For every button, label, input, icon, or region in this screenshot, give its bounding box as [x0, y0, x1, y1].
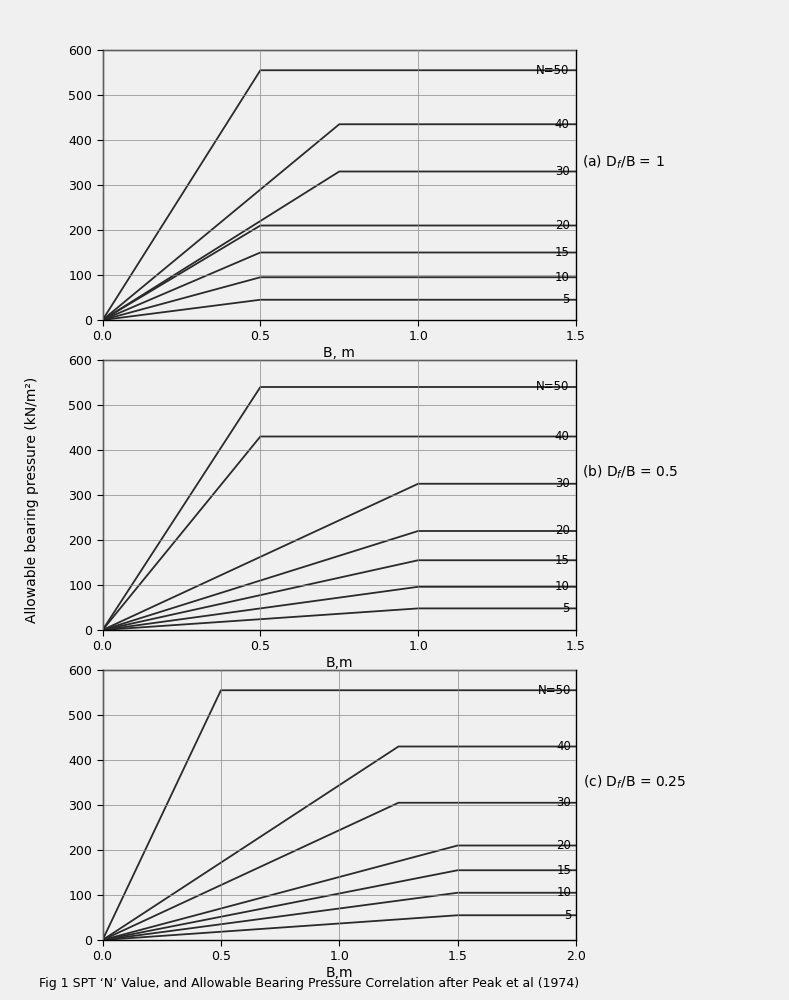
Text: N=50: N=50: [537, 64, 570, 77]
Text: 15: 15: [556, 864, 571, 877]
Text: 40: 40: [555, 118, 570, 131]
Text: Allowable bearing pressure (kN/m²): Allowable bearing pressure (kN/m²): [24, 377, 39, 623]
Text: 15: 15: [555, 246, 570, 259]
Text: N=50: N=50: [538, 684, 571, 697]
Text: 40: 40: [556, 740, 571, 753]
Text: Fig 1 SPT ‘N’ Value, and Allowable Bearing Pressure Correlation after Peak et al: Fig 1 SPT ‘N’ Value, and Allowable Beari…: [39, 977, 580, 990]
Text: 30: 30: [556, 796, 571, 809]
Text: 5: 5: [563, 602, 570, 615]
X-axis label: B,m: B,m: [326, 966, 353, 980]
Text: 10: 10: [556, 886, 571, 899]
Text: 10: 10: [555, 271, 570, 284]
Text: 30: 30: [555, 477, 570, 490]
Text: 40: 40: [555, 430, 570, 443]
Text: (b) D$_f$/B = 0.5: (b) D$_f$/B = 0.5: [582, 464, 679, 481]
Text: 5: 5: [563, 293, 570, 306]
Text: 20: 20: [555, 524, 570, 538]
Text: (c) D$_f$/B = 0.25: (c) D$_f$/B = 0.25: [583, 774, 686, 791]
Text: 15: 15: [555, 554, 570, 567]
Text: 20: 20: [556, 839, 571, 852]
Text: N=50: N=50: [537, 380, 570, 393]
Text: 20: 20: [555, 219, 570, 232]
Text: (a) D$_f$/B = 1: (a) D$_f$/B = 1: [582, 154, 665, 171]
X-axis label: B,m: B,m: [326, 656, 353, 670]
Text: 30: 30: [555, 165, 570, 178]
Text: 10: 10: [555, 580, 570, 593]
X-axis label: B, m: B, m: [323, 346, 355, 360]
Text: 5: 5: [564, 909, 571, 922]
